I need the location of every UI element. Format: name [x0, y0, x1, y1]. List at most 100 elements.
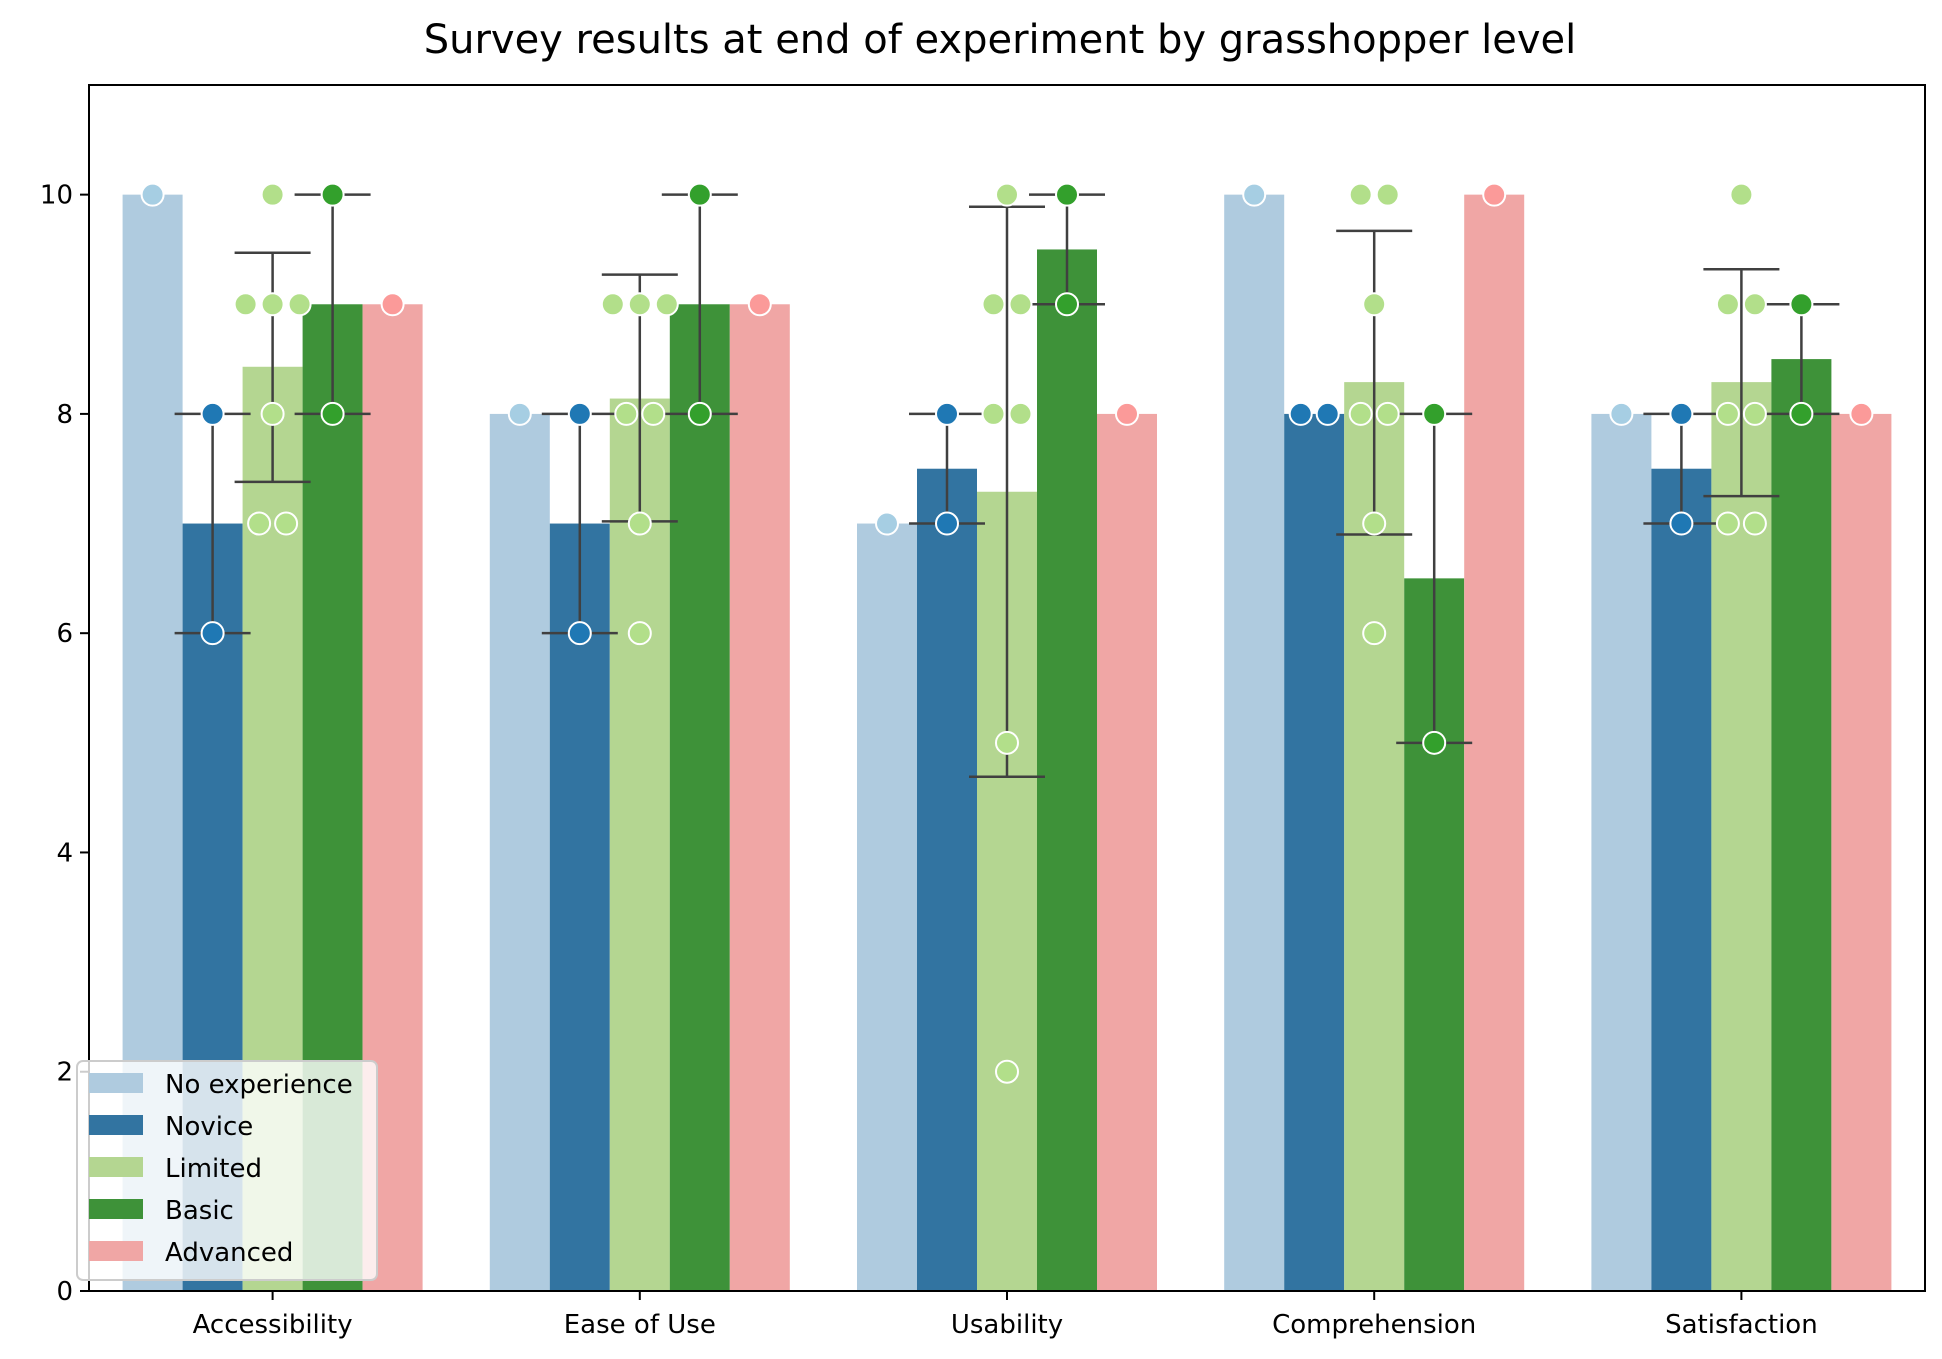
- point-limited-4-3: [1715, 401, 1740, 426]
- point-limited-2-6: [995, 1059, 1019, 1084]
- point-limited-2-1: [981, 292, 1006, 317]
- point-novice-2-0: [935, 401, 959, 426]
- legend-box: [76, 1060, 378, 1281]
- point-basic-1-0: [687, 182, 712, 207]
- axes: 0 2 4 6 8 10 Accessibility Ease of Use Usability…: [40, 84, 1926, 1340]
- point-basic-1-1: [687, 401, 712, 426]
- bar-advanced-3: [1464, 194, 1525, 1292]
- point-novice-0-1: [200, 621, 225, 646]
- point-limited-0-6: [274, 511, 299, 536]
- point-limited-0-1: [233, 292, 258, 317]
- legend-swatch-advanced: [89, 1241, 143, 1261]
- x-tick-label-3: Comprehension: [1272, 1310, 1476, 1340]
- bar-advanced-2: [1097, 413, 1157, 1292]
- point-basic-3-0: [1422, 401, 1447, 426]
- legend-label-advanced: Advanced: [165, 1238, 293, 1268]
- point-no-experience-1-0: [507, 401, 532, 426]
- x-tick-label-0: Accessibility: [193, 1310, 353, 1340]
- point-limited-4-2: [1742, 292, 1767, 317]
- point-limited-2-0: [995, 182, 1019, 207]
- legend-label-basic: Basic: [165, 1196, 234, 1226]
- point-limited-3-0: [1348, 182, 1373, 207]
- point-limited-1-1: [627, 292, 652, 317]
- legend-label-novice: Novice: [165, 1112, 253, 1142]
- point-limited-1-0: [600, 292, 625, 317]
- point-novice-1-0: [567, 401, 592, 426]
- point-limited-3-1: [1375, 182, 1400, 207]
- point-limited-3-6: [1362, 621, 1387, 646]
- point-limited-3-4: [1375, 401, 1400, 426]
- point-limited-4-1: [1715, 292, 1740, 317]
- point-advanced-2-0: [1115, 401, 1139, 426]
- legend-label-limited: Limited: [165, 1154, 262, 1184]
- point-novice-3-0: [1288, 401, 1313, 426]
- point-limited-0-0: [260, 182, 285, 207]
- point-limited-2-4: [1008, 401, 1033, 426]
- point-limited-4-6: [1742, 511, 1767, 536]
- bar-basic-1: [669, 304, 730, 1292]
- bar-no-experience-1: [489, 413, 550, 1292]
- point-limited-3-3: [1348, 401, 1373, 426]
- error-bars-layer: [174, 193, 1840, 779]
- legend-label-no-experience: No experience: [165, 1070, 353, 1100]
- point-limited-1-2: [654, 292, 679, 317]
- bar-no-experience-4: [1591, 413, 1652, 1292]
- point-novice-2-1: [935, 511, 959, 536]
- bar-advanced-4: [1831, 413, 1892, 1292]
- y-tick-label-2: 4: [56, 838, 73, 868]
- x-tick-label-4: Satisfaction: [1665, 1310, 1818, 1340]
- point-no-experience-3-0: [1242, 182, 1267, 207]
- point-limited-0-2: [260, 292, 285, 317]
- bar-novice-1: [549, 523, 610, 1291]
- point-limited-2-3: [981, 401, 1006, 426]
- point-advanced-1-0: [747, 292, 772, 317]
- point-limited-3-2: [1362, 292, 1387, 317]
- legend-swatch-novice: [89, 1115, 143, 1135]
- legend-swatch-no-experience: [89, 1073, 143, 1093]
- point-basic-4-1: [1789, 401, 1814, 426]
- chart-title: Survey results at end of experiment by g…: [424, 17, 1577, 63]
- bar-novice-4: [1651, 468, 1712, 1291]
- x-tick-label-2: Usability: [951, 1310, 1063, 1340]
- point-advanced-4-0: [1849, 401, 1874, 426]
- bar-limited-1: [609, 398, 670, 1291]
- y-tick-label-3: 6: [56, 619, 73, 649]
- point-limited-1-5: [627, 511, 652, 536]
- point-basic-2-0: [1055, 182, 1079, 207]
- bar-novice-3: [1284, 413, 1345, 1292]
- point-limited-1-4: [641, 401, 666, 426]
- bar-novice-2: [917, 468, 977, 1291]
- point-limited-1-6: [627, 621, 652, 646]
- bar-advanced-1: [729, 304, 790, 1292]
- point-novice-0-0: [200, 401, 225, 426]
- point-limited-3-5: [1362, 511, 1387, 536]
- point-novice-4-1: [1669, 511, 1694, 536]
- point-limited-2-5: [995, 730, 1019, 755]
- point-limited-4-0: [1729, 182, 1754, 207]
- y-tick-label-4: 8: [56, 400, 73, 430]
- y-tick-label-5: 10: [40, 181, 73, 211]
- legend: No experience Novice Limited Basic Advanced: [76, 1060, 378, 1281]
- point-limited-4-4: [1742, 401, 1767, 426]
- y-tick-label-1: 2: [56, 1058, 73, 1088]
- point-basic-2-1: [1055, 292, 1079, 317]
- point-basic-3-1: [1422, 730, 1447, 755]
- point-limited-0-3: [287, 292, 312, 317]
- point-no-experience-2-0: [875, 511, 899, 536]
- point-basic-0-0: [320, 182, 345, 207]
- bars-layer: [122, 194, 1892, 1292]
- bar-no-experience-2: [857, 523, 917, 1291]
- point-novice-4-0: [1669, 401, 1694, 426]
- point-limited-0-4: [260, 401, 285, 426]
- point-advanced-0-0: [380, 292, 405, 317]
- point-limited-4-5: [1715, 511, 1740, 536]
- point-basic-4-0: [1789, 292, 1814, 317]
- point-no-experience-0-0: [140, 182, 165, 207]
- plot-area: [122, 182, 1892, 1292]
- point-basic-0-1: [320, 401, 345, 426]
- point-limited-0-5: [247, 511, 272, 536]
- legend-swatch-basic: [89, 1199, 143, 1219]
- point-limited-2-2: [1008, 292, 1033, 317]
- point-novice-3-1: [1315, 401, 1340, 426]
